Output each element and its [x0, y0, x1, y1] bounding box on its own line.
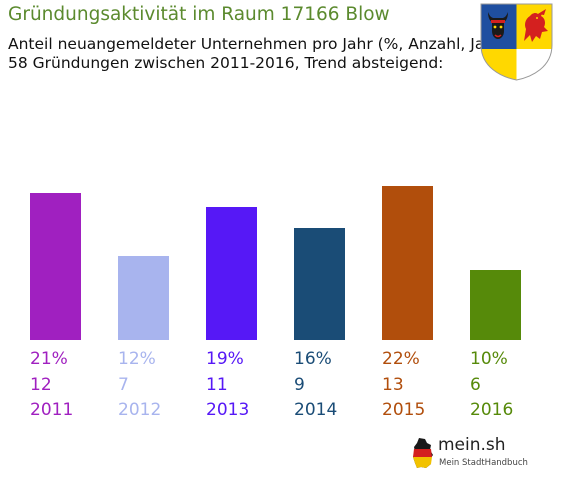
count-label-2013: 11: [206, 375, 228, 395]
year-label-2011: 2011: [30, 400, 73, 420]
chart-subtitle: Anteil neuangemeldeter Unternehmen pro J…: [8, 35, 507, 73]
bar-2012: [118, 256, 169, 340]
subtitle-line-2: 58 Gründungen zwischen 2011-2016, Trend …: [8, 54, 444, 72]
year-label-2013: 2013: [206, 400, 249, 420]
brand-name: mein.sh: [438, 435, 506, 455]
bar-2016: [470, 270, 521, 340]
brand-logo: mein.sh Mein StadtHandbuch: [412, 434, 528, 472]
bar-2011: [30, 193, 81, 340]
count-label-2012: 7: [118, 375, 129, 395]
year-label-2015: 2015: [382, 400, 425, 420]
coat-of-arms-icon: [480, 3, 553, 81]
year-label-2014: 2014: [294, 400, 337, 420]
percent-label-2014: 16%: [294, 349, 332, 369]
percent-label-2013: 19%: [206, 349, 244, 369]
chart-title: Gründungsaktivität im Raum 17166 Blow: [8, 4, 390, 25]
germany-map-icon: [413, 438, 433, 468]
count-label-2014: 9: [294, 375, 305, 395]
bar-2014: [294, 228, 345, 340]
count-label-2011: 12: [30, 375, 52, 395]
percent-label-2011: 21%: [30, 349, 68, 369]
percent-label-2012: 12%: [118, 349, 156, 369]
bull-head-icon: [488, 12, 508, 39]
bar-2013: [206, 207, 257, 340]
percent-label-2015: 22%: [382, 349, 420, 369]
griffin-icon: [524, 9, 548, 42]
percent-label-2016: 10%: [470, 349, 508, 369]
count-label-2015: 13: [382, 375, 404, 395]
brand-tagline: Mein StadtHandbuch: [439, 458, 528, 468]
year-label-2016: 2016: [470, 400, 513, 420]
count-label-2016: 6: [470, 375, 481, 395]
bar-2015: [382, 186, 433, 340]
year-label-2012: 2012: [118, 400, 161, 420]
subtitle-line-1: Anteil neuangemeldeter Unternehmen pro J…: [8, 35, 507, 53]
